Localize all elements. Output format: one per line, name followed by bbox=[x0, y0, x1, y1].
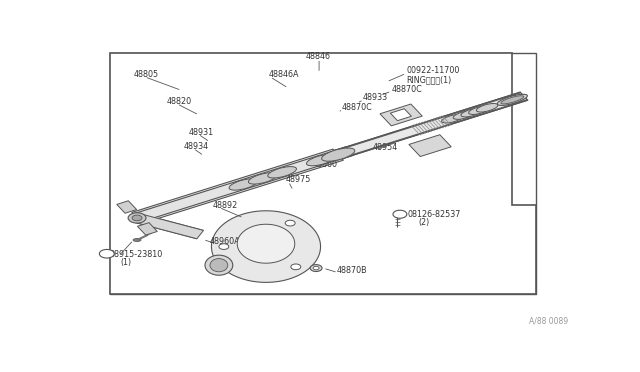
Circle shape bbox=[99, 250, 114, 258]
Text: 48820: 48820 bbox=[167, 97, 192, 106]
Text: B: B bbox=[397, 211, 403, 217]
Polygon shape bbox=[138, 223, 157, 235]
Polygon shape bbox=[335, 93, 527, 158]
Ellipse shape bbox=[128, 213, 146, 223]
Text: M: M bbox=[103, 251, 110, 257]
Ellipse shape bbox=[501, 96, 524, 104]
Text: 48870B: 48870B bbox=[337, 266, 367, 275]
Ellipse shape bbox=[497, 94, 527, 105]
Text: 48846: 48846 bbox=[305, 52, 331, 61]
Text: 48870C: 48870C bbox=[392, 84, 422, 93]
Text: 48954: 48954 bbox=[372, 143, 398, 152]
Text: 48960A: 48960A bbox=[210, 237, 241, 246]
Polygon shape bbox=[409, 135, 451, 157]
Ellipse shape bbox=[307, 154, 335, 166]
Text: 48975: 48975 bbox=[286, 175, 311, 184]
Ellipse shape bbox=[461, 108, 483, 117]
Ellipse shape bbox=[476, 103, 498, 112]
Text: 48870C: 48870C bbox=[342, 103, 372, 112]
Ellipse shape bbox=[291, 264, 301, 270]
Ellipse shape bbox=[313, 266, 319, 270]
Ellipse shape bbox=[322, 148, 355, 161]
Polygon shape bbox=[133, 92, 528, 222]
Polygon shape bbox=[390, 109, 412, 121]
Polygon shape bbox=[134, 214, 204, 239]
Text: 48805: 48805 bbox=[134, 70, 159, 79]
Ellipse shape bbox=[453, 111, 475, 119]
Ellipse shape bbox=[468, 106, 490, 115]
Ellipse shape bbox=[442, 115, 463, 123]
Polygon shape bbox=[132, 149, 344, 224]
Ellipse shape bbox=[229, 179, 258, 190]
Ellipse shape bbox=[248, 173, 277, 184]
Text: 48933: 48933 bbox=[363, 93, 388, 102]
Polygon shape bbox=[211, 211, 321, 282]
Text: 48860: 48860 bbox=[312, 160, 337, 169]
Text: RINGリング(1): RINGリング(1) bbox=[406, 76, 452, 85]
Polygon shape bbox=[237, 224, 295, 263]
Text: (1): (1) bbox=[121, 259, 132, 267]
Ellipse shape bbox=[133, 238, 141, 241]
Ellipse shape bbox=[285, 220, 295, 226]
Ellipse shape bbox=[268, 167, 296, 178]
Text: 48846A: 48846A bbox=[269, 70, 299, 79]
Ellipse shape bbox=[219, 244, 229, 250]
Text: 08915-23810: 08915-23810 bbox=[110, 250, 163, 259]
Ellipse shape bbox=[210, 259, 228, 272]
Text: 48934: 48934 bbox=[183, 142, 208, 151]
Text: A/88 0089: A/88 0089 bbox=[529, 316, 568, 326]
Polygon shape bbox=[133, 147, 354, 222]
Ellipse shape bbox=[394, 211, 401, 215]
Ellipse shape bbox=[205, 255, 233, 275]
Text: 00922-11700: 00922-11700 bbox=[406, 67, 460, 76]
Text: (2): (2) bbox=[419, 218, 429, 227]
Polygon shape bbox=[116, 201, 137, 213]
Bar bbox=[110, 53, 536, 294]
Text: 08126-82537: 08126-82537 bbox=[408, 210, 461, 219]
Polygon shape bbox=[380, 104, 422, 126]
Ellipse shape bbox=[324, 149, 353, 160]
Text: 48892: 48892 bbox=[213, 201, 238, 210]
Ellipse shape bbox=[310, 264, 322, 272]
Ellipse shape bbox=[132, 215, 142, 221]
Circle shape bbox=[393, 210, 407, 218]
Polygon shape bbox=[110, 53, 536, 294]
Text: 48931: 48931 bbox=[188, 128, 213, 137]
